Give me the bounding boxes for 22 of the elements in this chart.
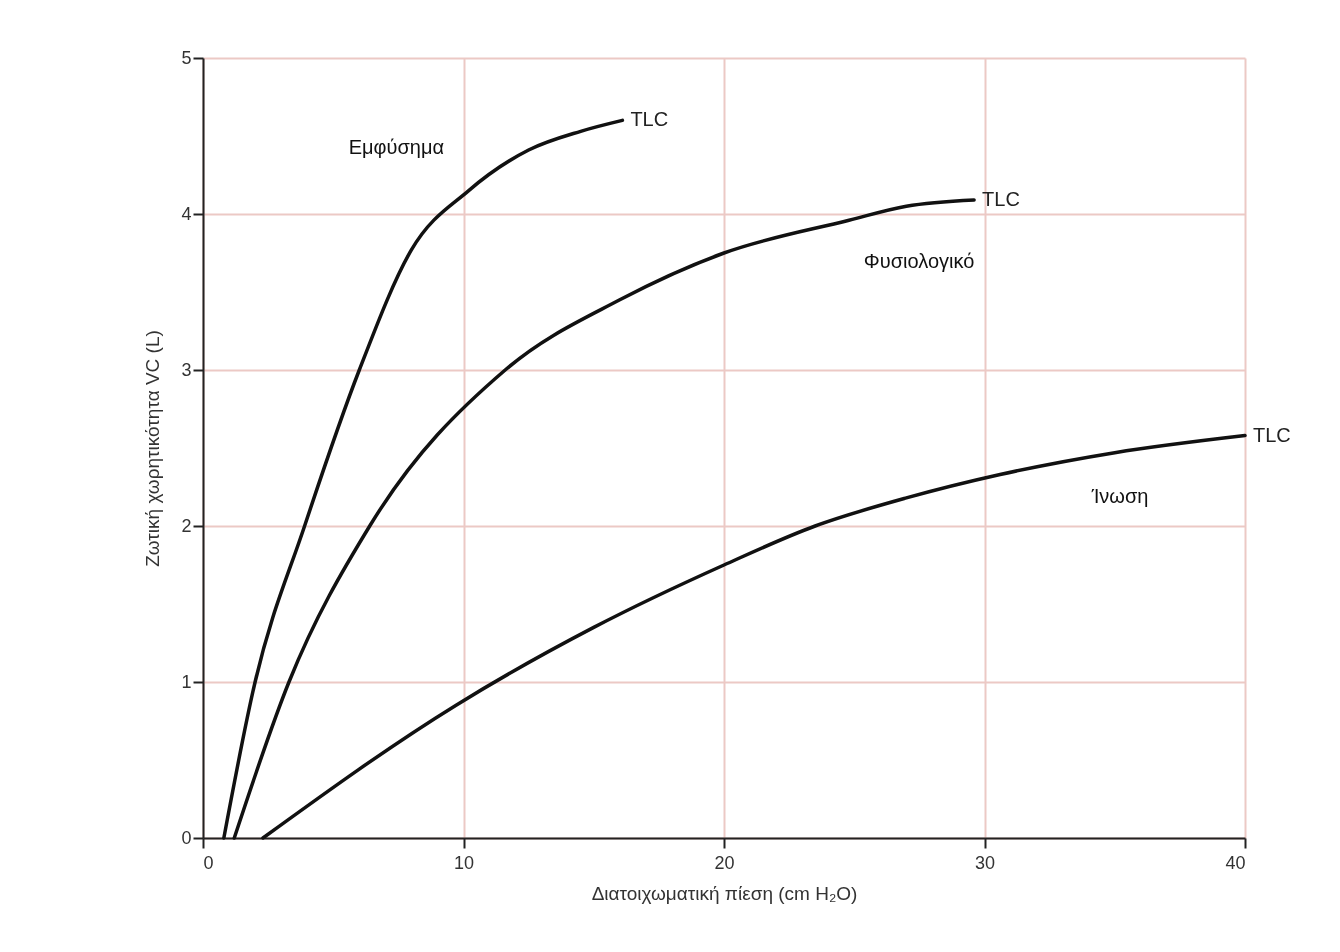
y-tick-label: 4: [181, 203, 192, 224]
series-label: Ίνωση: [1090, 484, 1149, 507]
y-axis-title: Ζωτική χωρητικότητα VC (L): [142, 330, 164, 567]
x-tick-label: 0: [203, 852, 214, 873]
x-tick-label: 20: [714, 852, 735, 873]
x-axis-title: Διατοιχωματική πίεση (cm H₂O): [591, 882, 858, 904]
y-tick-label: 3: [181, 359, 192, 380]
y-tick-label: 0: [181, 827, 192, 848]
line-series: [261, 433, 1247, 840]
text: Εμφύσημα: [348, 136, 445, 159]
x-tick-label: 30: [974, 852, 996, 873]
x-tick-label: 40: [1225, 852, 1246, 873]
annotation: TLC: [982, 187, 1020, 210]
x-tick-label: 10: [453, 852, 475, 873]
annotation: TLC: [1253, 423, 1291, 446]
annotation: TLC: [630, 108, 669, 131]
y-tick-label: 1: [181, 671, 192, 692]
series-label: Φυσιολογικό: [863, 249, 975, 272]
y-tick-label: 2: [181, 515, 192, 536]
line-series: [232, 198, 976, 840]
line-series: [222, 118, 625, 840]
y-tick-label: 5: [181, 47, 192, 68]
